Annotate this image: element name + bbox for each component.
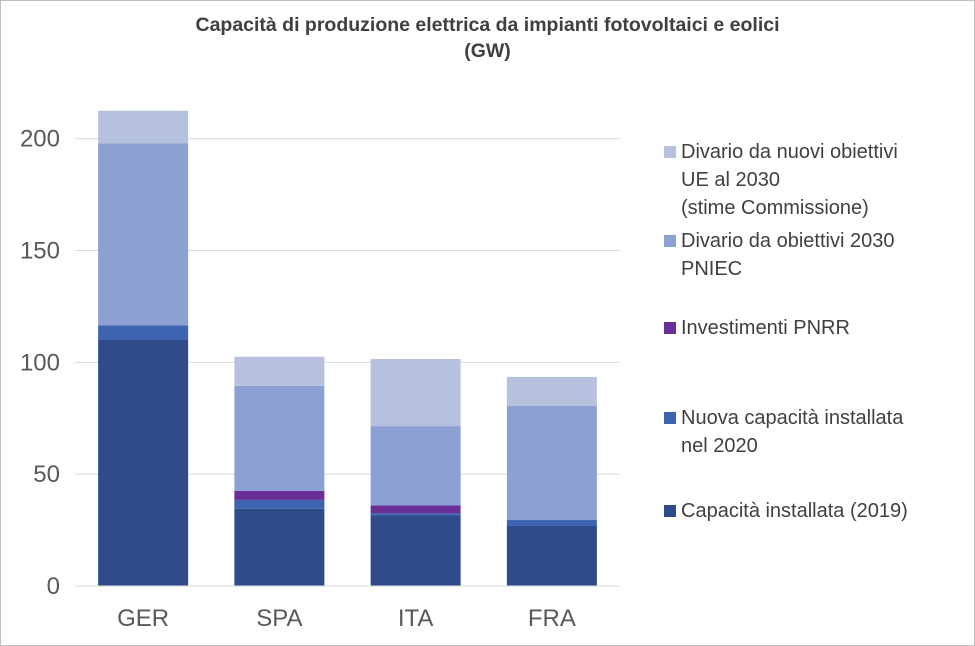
- bar-segment: [234, 385, 325, 491]
- legend-label: Nuova capacità installata nel 2020: [681, 407, 904, 457]
- bar-segment: [234, 499, 325, 509]
- bar-segment: [370, 505, 461, 514]
- legend-label: Investimenti PNRR: [681, 317, 850, 339]
- legend-label: Capacità installata (2019): [681, 500, 908, 522]
- y-tick-label: 100: [20, 349, 60, 376]
- bar-segment: [234, 490, 325, 500]
- y-tick-label: 0: [47, 573, 60, 600]
- bar-segment: [234, 508, 325, 586]
- y-tick-label: 200: [20, 126, 60, 153]
- bar-segment: [370, 515, 461, 586]
- bar-segment: [98, 325, 189, 340]
- legend-swatch: [664, 235, 676, 247]
- bar-segment: [370, 513, 461, 516]
- legend-label: Divario da obiettivi 2030 PNIEC: [681, 230, 895, 280]
- bar-segment: [98, 110, 189, 144]
- y-tick-label: 50: [33, 461, 60, 488]
- legend-label: Divario da nuovi obiettivi UE al 2030 (s…: [681, 141, 898, 219]
- bar-segment: [370, 426, 461, 506]
- legend-swatch: [664, 146, 676, 158]
- x-tick-label: SPA: [256, 605, 302, 632]
- legend-swatch: [664, 505, 676, 517]
- chart-title-line-1: Capacità di produzione elettrica da impi…: [195, 14, 780, 36]
- bar-segment: [506, 376, 597, 406]
- bar-segment: [370, 359, 461, 427]
- bar-segment: [506, 520, 597, 526]
- x-tick-label: FRA: [528, 605, 576, 632]
- bar-segment: [506, 405, 597, 521]
- chart-title: Capacità di produzione elettrica da impi…: [0, 12, 975, 64]
- x-tick-label: GER: [117, 605, 169, 632]
- legend-swatch: [664, 412, 676, 424]
- bar-segment: [98, 143, 189, 326]
- chart-title-line-2: (GW): [464, 40, 511, 62]
- x-tick-label: ITA: [398, 605, 434, 632]
- legend-swatch: [664, 322, 676, 334]
- bar-segment: [98, 340, 189, 586]
- y-tick-label: 150: [20, 238, 60, 265]
- bar-segment: [506, 525, 597, 586]
- bar-segment: [234, 356, 325, 386]
